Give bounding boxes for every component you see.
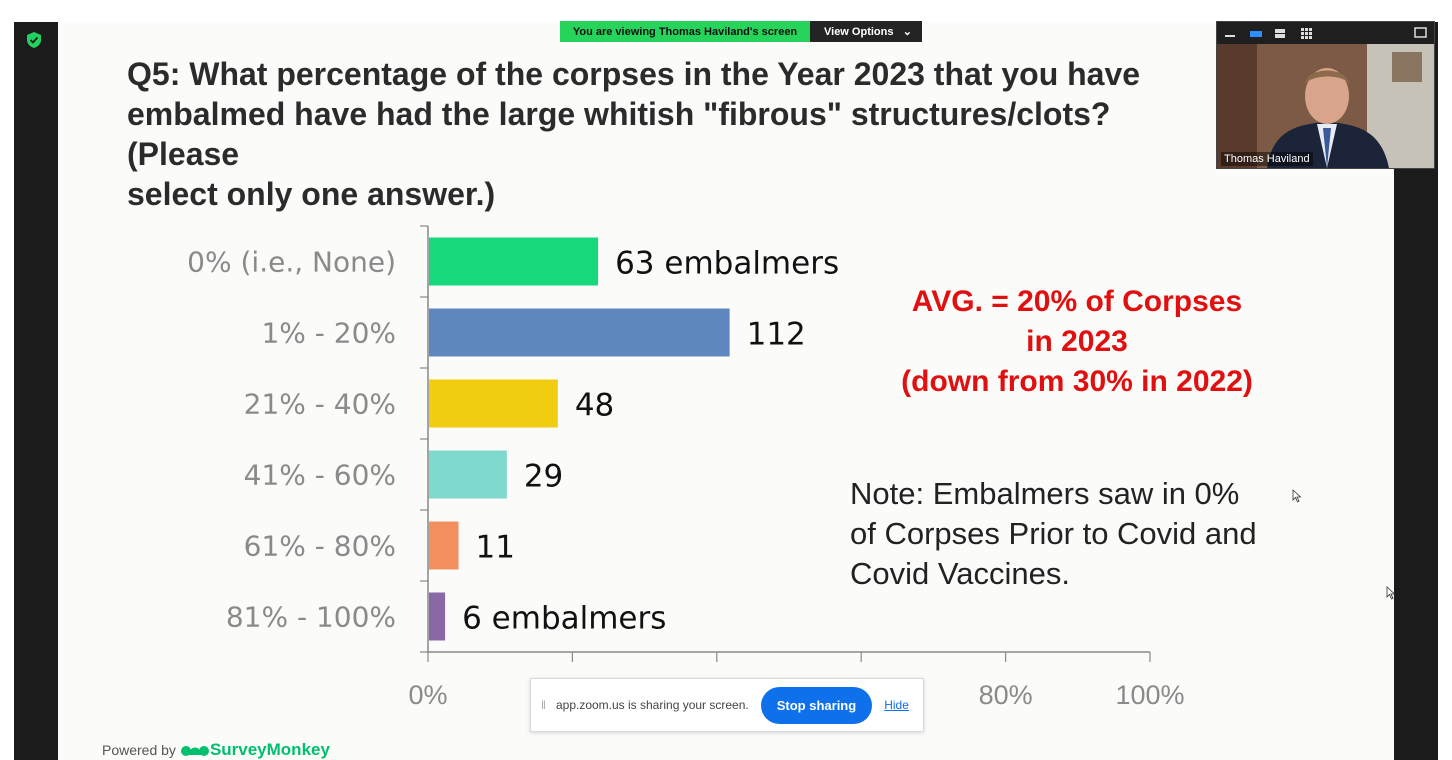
sharing-message: app.zoom.us is sharing your screen. bbox=[555, 698, 749, 712]
left-dark-margin bbox=[14, 22, 58, 760]
bar-3 bbox=[429, 450, 507, 499]
stack-view-icon[interactable] bbox=[1275, 29, 1285, 33]
brand-name: SurveyMonkey bbox=[209, 740, 330, 759]
x-tick-label: 80% bbox=[979, 680, 1033, 710]
participant-video-feed bbox=[1217, 44, 1434, 168]
stop-sharing-button[interactable]: Stop sharing bbox=[760, 686, 873, 724]
x-tick-label: 0% bbox=[408, 680, 447, 710]
x-tick-label: 100% bbox=[1115, 680, 1184, 710]
surveymonkey-logo: SurveyMonkey bbox=[180, 740, 330, 760]
category-label: 41% - 60% bbox=[244, 459, 396, 492]
data-label: 112 bbox=[747, 317, 806, 353]
shared-slide bbox=[58, 22, 1394, 760]
bar-2 bbox=[429, 379, 558, 428]
participant-video-tile[interactable]: Thomas Haviland bbox=[1216, 21, 1435, 169]
bar-5 bbox=[429, 592, 446, 641]
screen-share-banner: You are viewing Thomas Haviland's screen… bbox=[560, 21, 922, 42]
mouse-cursor-icon bbox=[1292, 489, 1302, 503]
hide-link[interactable]: Hide bbox=[884, 698, 909, 712]
exit-fullscreen-icon[interactable] bbox=[1414, 27, 1427, 38]
data-label: 6 embalmers bbox=[462, 601, 666, 637]
surveymonkey-icon bbox=[180, 746, 209, 756]
data-label: 29 bbox=[524, 459, 563, 495]
gallery-grid-icon[interactable] bbox=[1301, 28, 1312, 39]
chevron-down-icon: ⌄ bbox=[902, 26, 912, 38]
category-label: 81% - 100% bbox=[226, 601, 396, 634]
category-label: 61% - 80% bbox=[244, 530, 396, 563]
slide-title: Q5: What percentage of the corpses in th… bbox=[127, 56, 1141, 212]
mouse-cursor-icon bbox=[1386, 586, 1396, 600]
view-options-button[interactable]: View Options ⌄ bbox=[810, 21, 922, 42]
participant-name-label: Thomas Haviland bbox=[1221, 152, 1313, 166]
top-bar bbox=[14, 0, 1438, 22]
security-shield-icon[interactable] bbox=[27, 32, 41, 48]
bar-1 bbox=[429, 308, 730, 357]
data-label: 48 bbox=[575, 388, 614, 424]
bar-0 bbox=[429, 237, 599, 286]
viewing-screen-label: You are viewing Thomas Haviland's screen bbox=[560, 21, 810, 42]
average-annotation: AVG. = 20% of Corpses in 2023 (down from… bbox=[862, 282, 1292, 402]
screen-frame-left bbox=[0, 0, 14, 760]
powered-by-label: Powered by bbox=[102, 742, 176, 758]
speaker-view-icon[interactable] bbox=[1250, 31, 1262, 37]
powered-by-footer: Powered by SurveyMonkey bbox=[102, 740, 330, 760]
video-toolbar-icons bbox=[1225, 27, 1427, 39]
data-label: 63 embalmers bbox=[615, 246, 839, 282]
note-annotation: Note: Embalmers saw in 0% of Corpses Pri… bbox=[850, 476, 1257, 591]
category-label: 21% - 40% bbox=[244, 388, 396, 421]
average-text: AVG. = 20% of Corpses in 2023 (down from… bbox=[901, 285, 1253, 398]
screen-frame-right bbox=[1438, 0, 1452, 760]
bar-4 bbox=[429, 521, 459, 570]
category-label: 1% - 20% bbox=[261, 317, 396, 350]
category-label: 0% (i.e., None) bbox=[187, 246, 396, 279]
participant-silhouette bbox=[1217, 44, 1434, 168]
view-options-label: View Options bbox=[824, 25, 894, 38]
video-toolbar bbox=[1217, 22, 1434, 44]
data-label: 11 bbox=[476, 530, 515, 566]
stack-view-icon-lower bbox=[1275, 34, 1285, 38]
minimize-icon[interactable] bbox=[1225, 35, 1235, 37]
drag-handle-icon[interactable]: ‖ bbox=[541, 698, 546, 712]
zoom-sharing-bar: ‖ app.zoom.us is sharing your screen. St… bbox=[530, 678, 924, 732]
